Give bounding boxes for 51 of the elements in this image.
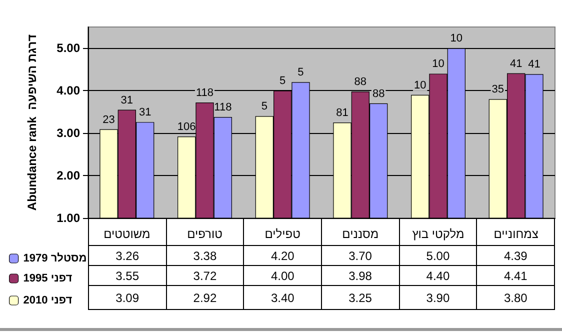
legend-label: מסטלר 1979 [23,252,87,264]
data-label: 3.55 [88,266,166,286]
x-tick-label: משוטטים [104,227,150,241]
data-label: 5.00 [399,246,477,266]
data-label: 3.09 [88,286,166,310]
x-tick-label: מסננים [342,227,379,241]
data-label: 3.80 [476,286,554,310]
annotation: 88 [354,76,367,88]
y-tick-label: 1.00 [56,211,80,225]
annotation: 10 [432,58,444,70]
data-label: 3.38 [166,246,244,266]
data-label: 3.40 [244,286,322,310]
y-axis-title: Abundance rank דרגת השיפעה [25,34,39,211]
legend-label: דפני 2010 [23,294,73,306]
data-label: 4.00 [244,266,322,286]
annotation: 10 [450,32,463,45]
annotation: 10 [414,79,426,92]
legend-label: דפני 1995 [23,272,73,284]
annotation: 5 [261,100,268,113]
annotation: 106 [177,121,196,134]
y-tick-label: 5.00 [56,41,80,56]
data-label: 4.41 [476,266,554,286]
x-tick-label: טורפים [187,227,223,241]
data-label: 4.20 [244,246,322,266]
annotation: 5 [298,66,304,79]
annotation: 118 [196,87,214,100]
annotation: 81 [336,107,348,119]
annotation: 41 [510,58,522,70]
data-label: 3.72 [166,266,244,286]
x-tick-label: טפילים [264,227,301,241]
y-tick-label: 2.00 [56,168,80,183]
annotation: 118 [214,101,232,114]
data-label: 3.70 [321,246,400,266]
data-label: 2.92 [166,286,244,310]
data-label: 3.26 [88,246,166,266]
data-label: 4.40 [399,266,477,286]
x-tick-label: מלקטי בוץ [412,227,464,241]
y-tick-label: 3.00 [56,126,80,140]
annotation: 41 [528,58,540,71]
annotation: 5 [280,75,286,88]
data-label: 3.25 [321,286,400,310]
data-label: 3.98 [321,266,400,286]
x-tick-label: צמחוניים [494,227,539,241]
data-label: 3.90 [399,286,477,310]
annotation: 35 [492,84,504,96]
annotation: 23 [102,114,115,126]
annotation: 88 [372,88,385,100]
annotation: 31 [120,94,134,106]
data-label: 4.39 [476,246,554,266]
annotation: 31 [138,106,152,119]
y-tick-label: 4.00 [56,84,80,98]
